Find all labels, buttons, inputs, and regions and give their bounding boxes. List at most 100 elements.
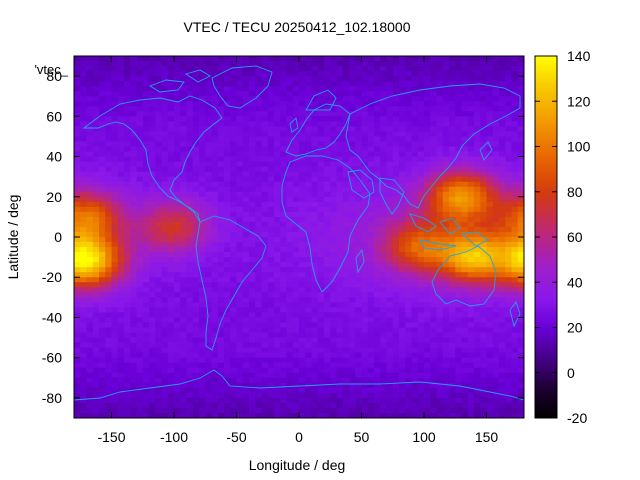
heatmap-cell [149, 191, 156, 198]
heatmap-cell [480, 151, 487, 157]
heatmap-cell [436, 116, 444, 122]
heatmap-cell [136, 367, 144, 374]
heatmap-cell [230, 76, 237, 82]
heatmap-cell [74, 237, 81, 243]
heatmap-cell [105, 257, 112, 263]
heatmap-cell [130, 377, 137, 384]
heatmap-cell [424, 322, 431, 328]
heatmap-cell [161, 367, 169, 374]
heatmap-cell [155, 287, 162, 293]
heatmap-cell [180, 377, 187, 384]
heatmap-cell [230, 216, 237, 223]
heatmap-cell [255, 171, 262, 178]
heatmap-cell [211, 242, 219, 248]
heatmap-cell [186, 362, 194, 369]
heatmap-cell [380, 282, 387, 288]
heatmap-cell [267, 111, 275, 117]
heatmap-cell [117, 86, 125, 92]
heatmap-cell [317, 332, 325, 338]
heatmap-cell [105, 91, 112, 97]
heatmap-cell [80, 377, 87, 384]
heatmap-cell [486, 151, 494, 157]
heatmap-cell [392, 342, 400, 349]
heatmap-cell [280, 272, 287, 278]
heatmap-cell [211, 282, 219, 288]
heatmap-cell [280, 91, 287, 97]
heatmap-cell [467, 242, 475, 248]
heatmap-cell [155, 262, 162, 268]
heatmap-cell [136, 191, 144, 198]
heatmap-cell [342, 126, 350, 132]
heatmap-cell [367, 171, 375, 178]
heatmap-cell [124, 121, 131, 127]
heatmap-cell [236, 196, 244, 203]
heatmap-cell [480, 282, 487, 288]
heatmap-cell [217, 186, 225, 193]
heatmap-cell [199, 161, 206, 168]
heatmap-cell [80, 71, 87, 77]
heatmap-cell [305, 297, 312, 303]
heatmap-cell [517, 352, 524, 359]
heatmap-cell [205, 312, 212, 318]
heatmap-cell [349, 322, 356, 328]
heatmap-cell [361, 392, 369, 399]
heatmap-cell [442, 151, 450, 157]
heatmap-cell [486, 292, 494, 298]
heatmap-cell [105, 61, 112, 67]
heatmap-cell [180, 101, 187, 107]
heatmap-cell [330, 272, 337, 278]
heatmap-cell [111, 302, 119, 308]
heatmap-cell [180, 66, 187, 72]
heatmap-cell [436, 61, 444, 67]
heatmap-cell [505, 397, 512, 404]
heatmap-cell [505, 196, 512, 203]
heatmap-cell [74, 121, 81, 127]
heatmap-cell [224, 297, 231, 303]
heatmap-cell [317, 382, 325, 389]
heatmap-cell [511, 312, 519, 318]
heatmap-cell [417, 317, 425, 323]
heatmap-cell [417, 116, 425, 122]
heatmap-cell [349, 357, 356, 364]
heatmap-cell [149, 377, 156, 384]
heatmap-cell [217, 277, 225, 283]
heatmap-cell [86, 131, 94, 137]
heatmap-cell [405, 307, 412, 313]
heatmap-cell [311, 322, 319, 328]
heatmap-cell [267, 126, 275, 132]
heatmap-cell [161, 156, 169, 162]
heatmap-cell [442, 121, 450, 127]
heatmap-cell [299, 267, 306, 273]
heatmap-cell [111, 131, 119, 137]
heatmap-cell [461, 242, 469, 248]
heatmap-cell [436, 96, 444, 102]
heatmap-cell [411, 372, 419, 379]
heatmap-cell [230, 367, 237, 374]
heatmap-cell [374, 357, 381, 364]
heatmap-cell [324, 66, 331, 72]
heatmap-cell [449, 322, 456, 328]
heatmap-cell [342, 342, 350, 349]
heatmap-cell [180, 151, 187, 157]
heatmap-cell [386, 322, 394, 328]
heatmap-cell [392, 61, 400, 67]
heatmap-cell [99, 106, 106, 112]
heatmap-cell [111, 141, 119, 147]
heatmap-cell [380, 262, 387, 268]
heatmap-cell [242, 186, 250, 193]
heatmap-cell [280, 201, 287, 208]
heatmap-cell [111, 237, 119, 243]
heatmap-cell [361, 111, 369, 117]
heatmap-cell [224, 392, 231, 399]
heatmap-cell [242, 247, 250, 253]
heatmap-cell [342, 151, 350, 157]
heatmap-cell [211, 252, 219, 258]
heatmap-cell [174, 262, 181, 268]
heatmap-cell [461, 131, 469, 137]
heatmap-cell [330, 307, 337, 313]
heatmap-cell [499, 71, 506, 77]
heatmap-cell [261, 357, 269, 364]
heatmap-cell [280, 156, 287, 162]
heatmap-cell [424, 76, 431, 82]
heatmap-cell [186, 272, 194, 278]
